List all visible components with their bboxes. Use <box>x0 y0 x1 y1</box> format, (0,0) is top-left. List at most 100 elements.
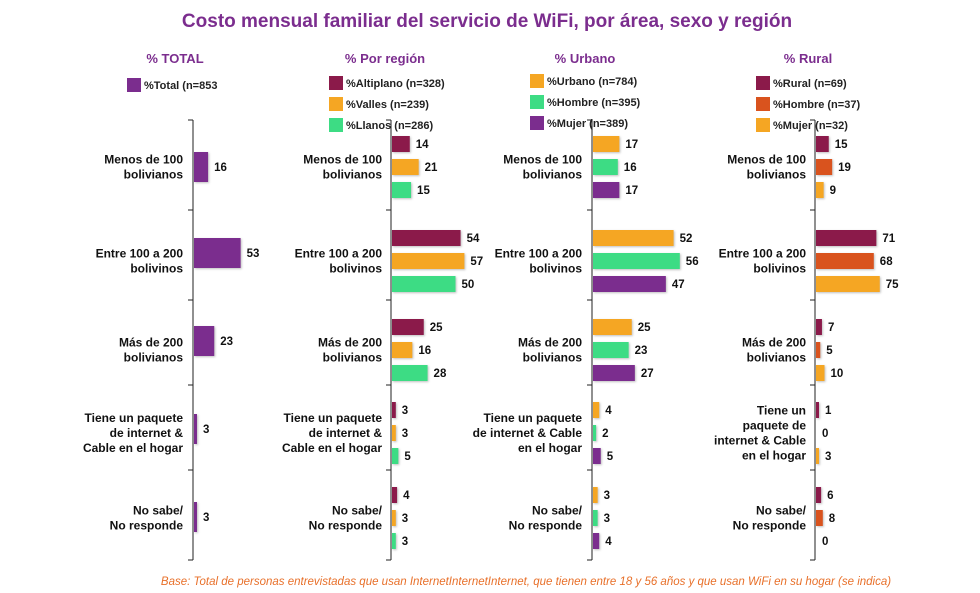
panel-4-category-label-3: Más de 200 bolivianos <box>742 336 806 365</box>
panel-1-bar-total-4 <box>194 414 197 444</box>
panel-3-value-label-2-3: 23 <box>635 345 648 357</box>
panel-2-bar-valles-5 <box>392 510 396 526</box>
panel-2-category-label-3: Más de 200 bolivianos <box>318 336 382 365</box>
panel-4-bar-mujer-4 <box>816 448 819 464</box>
panel-3-bar-mujer-5 <box>593 533 600 549</box>
panel-3-bar-mujer-1 <box>593 182 620 198</box>
panel-2-legend-label-3: %Llanos (n=286) <box>346 120 433 132</box>
panel-3-bar-hombre-4 <box>593 425 597 441</box>
panel-2-value-label-3-5: 3 <box>402 536 408 548</box>
panel-2-category-label-4: Tiene un paquete de internet & Cable en el… <box>282 411 382 455</box>
panel-2-category-label-5: No sabe/No responde <box>309 504 383 533</box>
panel-4-bar-rural-5 <box>816 487 822 503</box>
panel-4-value-label-1-4: 1 <box>825 405 832 417</box>
panel-2-value-label-1-3: 25 <box>430 322 443 334</box>
panel-4-category-label-2: Entre 100 a 200 bolivinos <box>719 247 807 276</box>
panel-1-title: % TOTAL <box>146 51 203 66</box>
panel-4-value-label-1-5: 6 <box>827 490 833 502</box>
panel-3-value-label-2-5: 3 <box>604 513 610 525</box>
panel-2-bar-valles-3 <box>392 342 413 358</box>
panel-4-value-label-3-3: 10 <box>831 368 844 380</box>
panel-2-bar-llanos-3 <box>392 365 428 381</box>
panel-3-bar-urbano-2 <box>593 230 674 246</box>
panel-2-bar-altiplano-3 <box>392 319 424 335</box>
panel-2-legend-label-1: %Altiplano (n=328) <box>346 78 445 90</box>
panel-4-value-label-2-3: 5 <box>826 345 833 357</box>
panel-2-bar-altiplano-2 <box>392 230 461 246</box>
panel-1-legend-swatch-1 <box>127 78 141 92</box>
panel-3-value-label-3-1: 17 <box>625 185 638 197</box>
panel-2-value-label-2-2: 57 <box>470 256 483 268</box>
panel-3-value-label-1-4: 4 <box>605 405 612 417</box>
panel-2-legend-swatch-3 <box>329 118 343 132</box>
panel-2-value-label-1-4: 3 <box>402 405 408 417</box>
panel-4-value-label-2-4: 0 <box>822 428 828 440</box>
panel-4-legend-label-3: %Mujer (n=32) <box>773 120 848 132</box>
panel-4-bar-hombre-2 <box>816 253 874 269</box>
panel-4-bar-hombre-5 <box>816 510 823 526</box>
panel-4-value-label-3-1: 9 <box>830 185 836 197</box>
panel-3-legend-label-3: %Mujer (n=389) <box>547 118 628 130</box>
panel-4-category-label-4: Tiene un paquete de internet & Cable en el … <box>714 404 806 463</box>
panel-4-category-label-5: No sabe/No responde <box>733 504 807 533</box>
panel-3-value-label-1-2: 52 <box>680 233 693 245</box>
panel-1-category-label-3: Más de 200 bolivianos <box>119 336 183 365</box>
panel-2-bar-altiplano-5 <box>392 487 398 503</box>
panel-3-category-label-3: Más de 200 bolivianos <box>518 336 582 365</box>
panel-2-value-label-1-5: 4 <box>403 490 410 502</box>
panel-4-bar-mujer-3 <box>816 365 825 381</box>
panel-4-legend-swatch-3 <box>756 118 770 132</box>
panel-3-legend-label-1: %Urbano (n=784) <box>547 76 637 88</box>
panel-2-value-label-2-5: 3 <box>402 513 408 525</box>
panel-1-value-label-1-1: 16 <box>214 162 227 174</box>
panel-2-title: % Por región <box>345 51 425 66</box>
panel-2-bar-llanos-4 <box>392 448 399 464</box>
panel-4-bar-rural-3 <box>816 319 822 335</box>
panel-2-bar-llanos-2 <box>392 276 456 292</box>
panel-4-value-label-3-2: 75 <box>886 279 899 291</box>
panel-1-category-label-2: Entre 100 a 200 bolivinos <box>96 247 184 276</box>
panel-3-value-label-3-4: 5 <box>607 451 614 463</box>
panel-4-legend-label-2: %Hombre (n=37) <box>773 99 860 111</box>
panel-3-bar-urbano-4 <box>593 402 600 418</box>
panel-4-value-label-2-2: 68 <box>880 256 893 268</box>
panel-2-legend-swatch-2 <box>329 97 343 111</box>
panel-4-bar-mujer-1 <box>816 182 824 198</box>
panel-3-value-label-2-1: 16 <box>624 162 637 174</box>
panel-3-value-label-2-4: 2 <box>602 428 608 440</box>
panel-3-value-label-1-1: 17 <box>625 139 638 151</box>
panel-3-category-label-1: Menos de 100 bolivianos <box>503 153 582 182</box>
panel-4-bar-mujer-2 <box>816 276 880 292</box>
panel-3-bar-mujer-3 <box>593 365 635 381</box>
panel-4-bar-hombre-1 <box>816 159 833 175</box>
panel-3-bar-mujer-4 <box>593 448 601 464</box>
panel-4-value-label-2-5: 8 <box>829 513 836 525</box>
panel-1-legend-label-1: %Total (n=853 <box>144 80 217 92</box>
panel-4-legend-swatch-2 <box>756 97 770 111</box>
panel-1-value-label-1-2: 53 <box>247 248 260 260</box>
panel-3-value-label-3-5: 4 <box>605 536 612 548</box>
panel-4-value-label-1-1: 15 <box>835 139 848 151</box>
panel-2-legend-label-2: %Valles (n=239) <box>346 99 429 111</box>
panel-4-value-label-2-1: 19 <box>838 162 851 174</box>
panel-1-value-label-1-5: 3 <box>203 512 209 524</box>
panel-4-title: % Rural <box>784 51 832 66</box>
panel-3-legend-swatch-3 <box>530 116 544 130</box>
panel-2-value-label-3-1: 15 <box>417 185 430 197</box>
panel-3-bar-hombre-5 <box>593 510 598 526</box>
panel-4-legend-swatch-1 <box>756 76 770 90</box>
panel-3-legend-swatch-1 <box>530 74 544 88</box>
panel-4-value-label-3-5: 0 <box>822 536 828 548</box>
panel-3-bar-mujer-2 <box>593 276 666 292</box>
panel-1-category-label-1: Menos de 100 bolivianos <box>104 153 183 182</box>
panel-2-value-label-2-1: 21 <box>425 162 438 174</box>
panel-2-value-label-3-4: 5 <box>404 451 411 463</box>
panel-3-category-label-5: No sabe/No responde <box>509 504 583 533</box>
panel-3-bar-urbano-1 <box>593 136 620 152</box>
panel-2-bar-valles-1 <box>392 159 419 175</box>
panel-2-bar-llanos-1 <box>392 182 412 198</box>
panel-2-category-label-1: Menos de 100 bolivianos <box>303 153 382 182</box>
panel-3-bar-hombre-3 <box>593 342 629 358</box>
panel-1-value-label-1-3: 23 <box>220 336 233 348</box>
